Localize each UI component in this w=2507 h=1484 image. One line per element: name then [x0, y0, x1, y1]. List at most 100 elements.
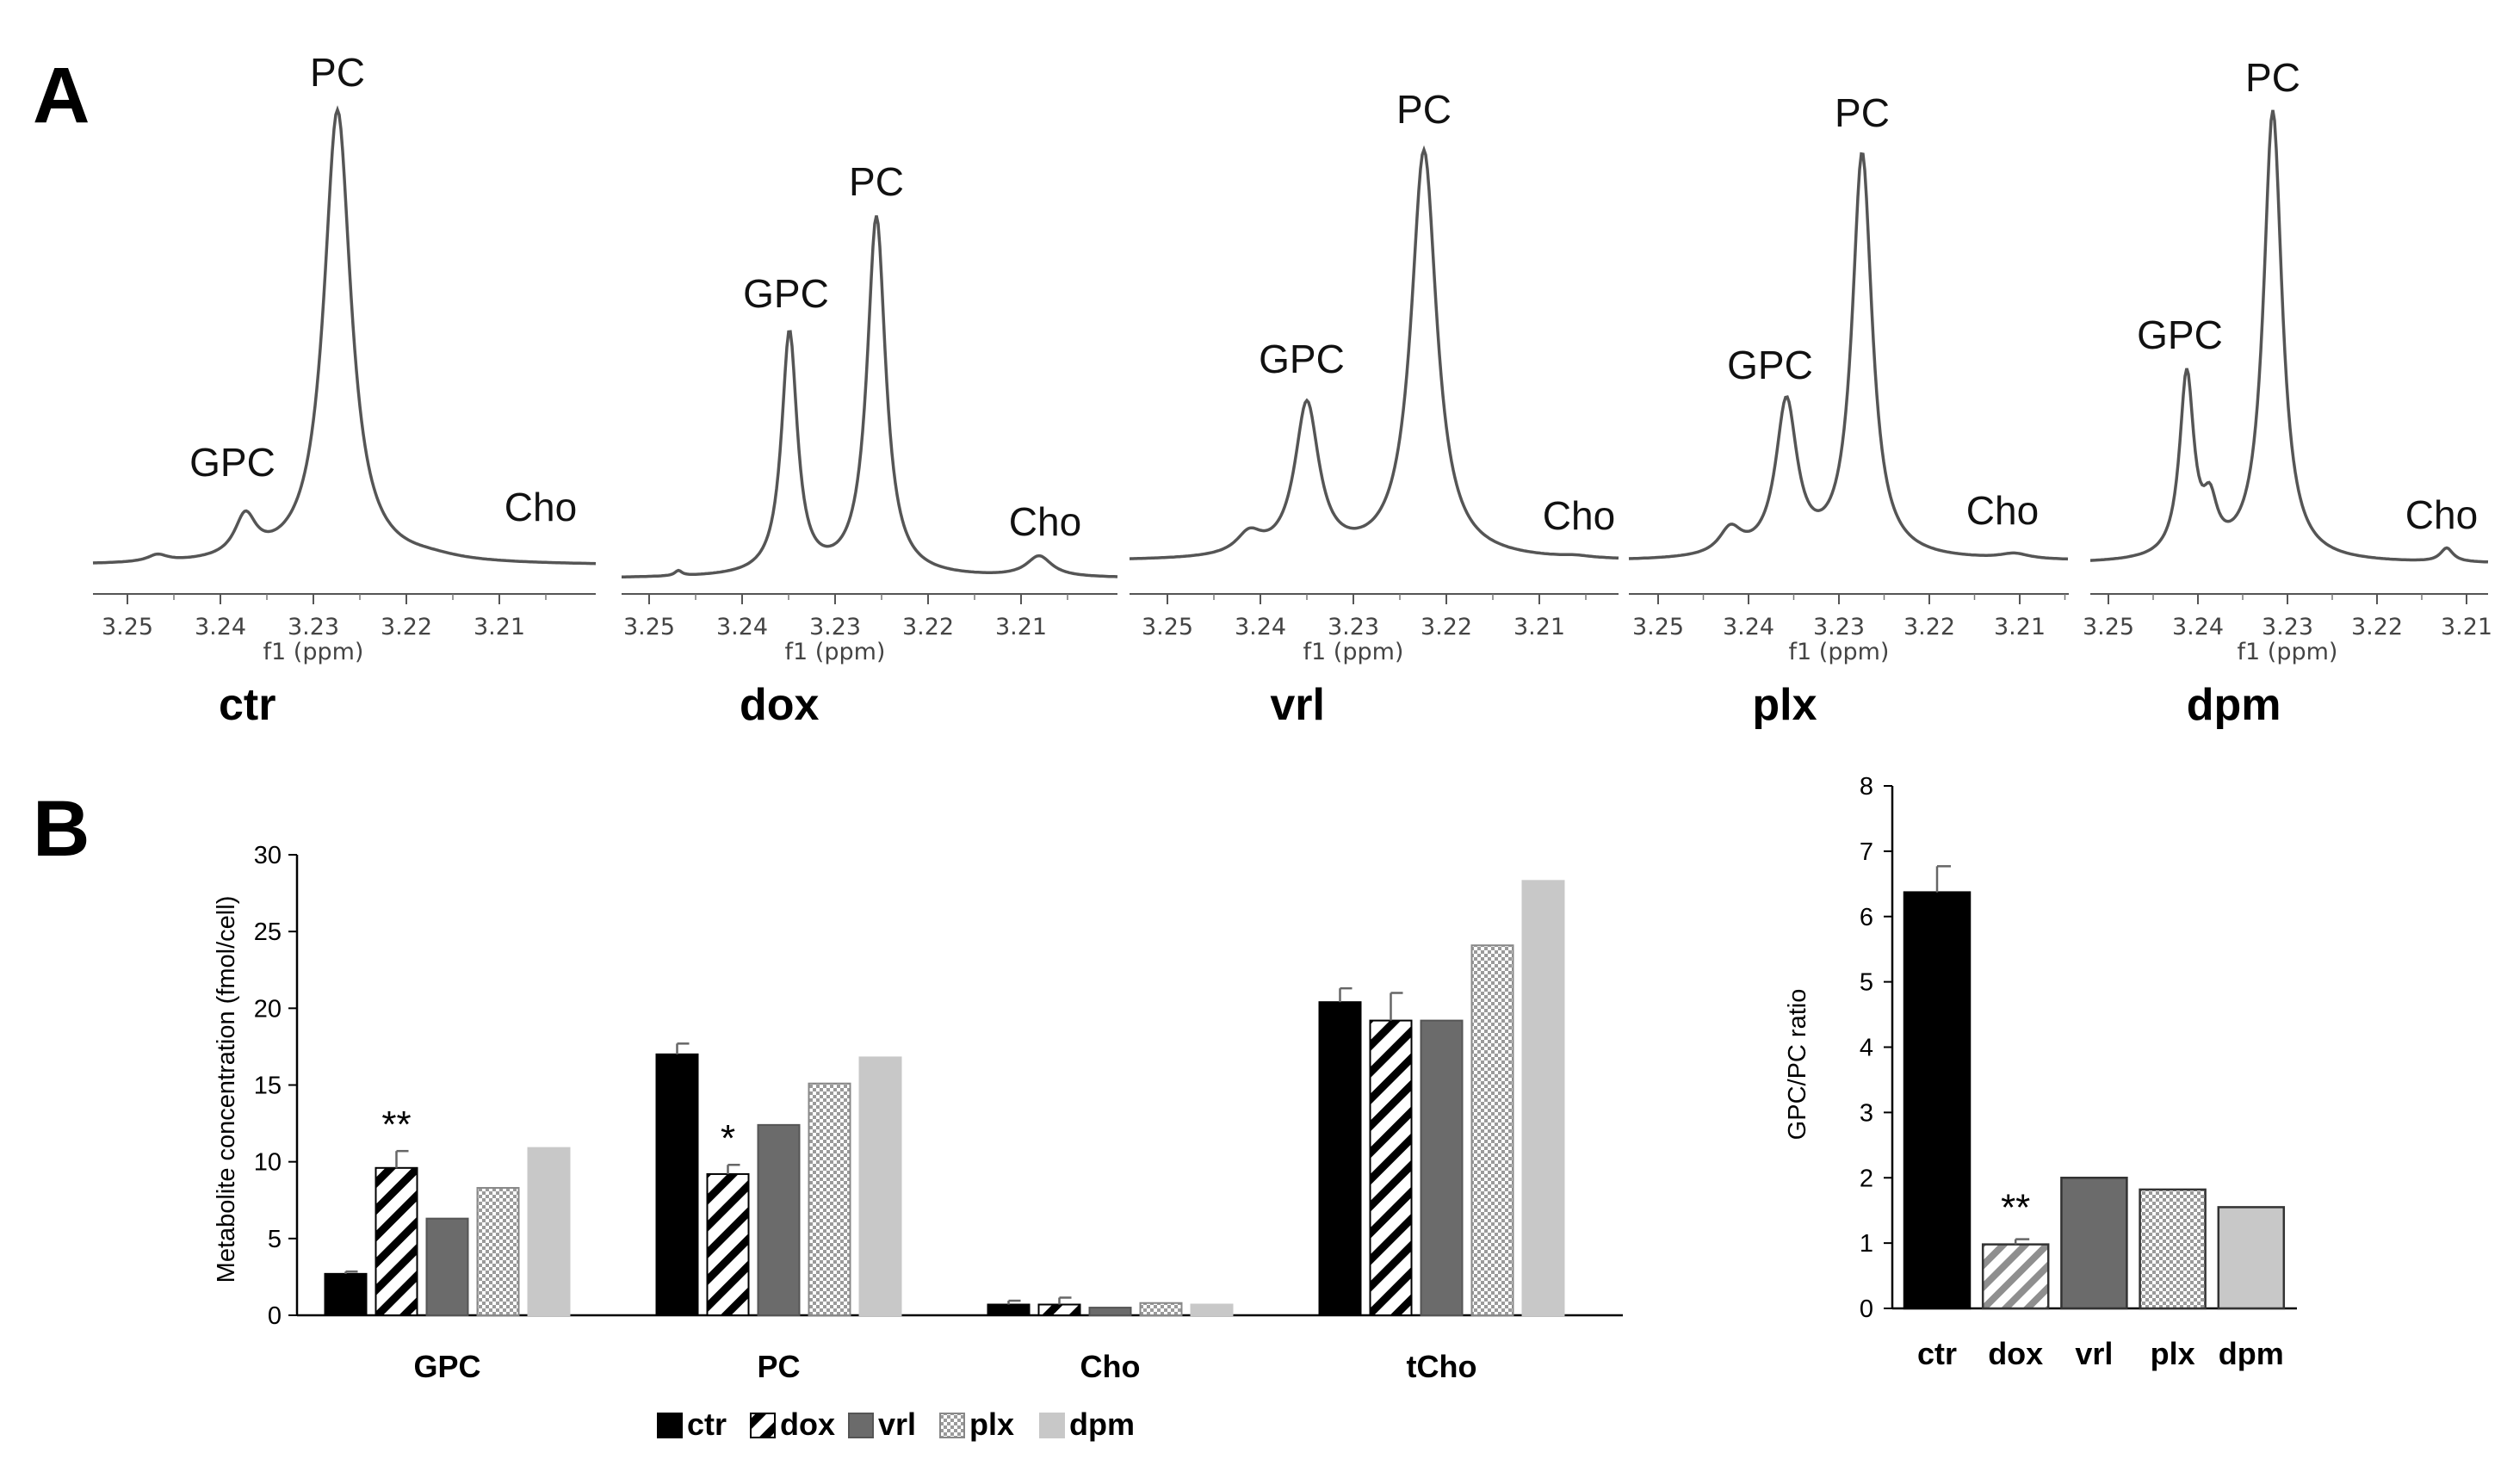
peak-label-gpc: GPC [189, 440, 275, 485]
condition-label-ctr: ctr [219, 680, 275, 730]
legend: ctr dox vrl plx dpm [657, 1407, 1135, 1442]
significance-marker: ** [2001, 1187, 2030, 1229]
y-tick-label: 5 [1860, 969, 1873, 997]
legend-label-dpm: dpm [1069, 1407, 1135, 1442]
legend-item-ctr: ctr [657, 1407, 727, 1442]
ppm-tick-label: 3.25 [1632, 614, 1684, 640]
spectrum-ctr: 3.25 3.24 3.23 3.22 3.21 f1 (ppm) ctr GPC PC Cho [92, 50, 597, 730]
category-label-vrl: vrl [2075, 1336, 2113, 1371]
bar-tcho-vrl [1420, 1019, 1464, 1316]
y-tick-label: 2 [1860, 1165, 1873, 1192]
y-tick-label: 15 [254, 1073, 282, 1100]
y-tick-label: 7 [1860, 838, 1873, 866]
y-tick-label: 25 [254, 918, 282, 946]
y-tick-label: 3 [1860, 1099, 1873, 1127]
ppm-axis-title: f1 (ppm) [263, 639, 364, 665]
ppm-tick-label: 3.21 [474, 614, 525, 640]
y-tick-label: 30 [254, 842, 282, 869]
y-tick-label: 5 [268, 1226, 282, 1253]
y-tick-label: 6 [1860, 904, 1873, 931]
peak-label-cho: Cho [1966, 488, 2039, 533]
y-tick-label: 20 [254, 995, 282, 1023]
bar-ratio-plx [2139, 1188, 2207, 1310]
ppm-tick-label: 3.22 [381, 614, 432, 640]
spectrum-dpm: 3.25 3.24 3.23 3.22 3.21 f1 (ppm) dpm GPC PC Cho [2083, 55, 2492, 730]
category-label-gpc: GPC [413, 1349, 480, 1384]
ppm-axis-title: f1 (ppm) [785, 639, 886, 665]
bar-cho-dpm [1190, 1303, 1234, 1317]
spectrum-line [92, 105, 597, 566]
peak-label-gpc: GPC [1259, 337, 1345, 381]
y-axis-title: GPC/PC ratio [1784, 989, 1811, 1141]
panel-label-a: A [33, 52, 90, 139]
peak-label-gpc: GPC [743, 271, 829, 316]
bar-gpc-ctr [324, 1272, 368, 1316]
bar-tcho-ctr [1318, 1001, 1362, 1316]
legend-item-vrl: vrl [848, 1407, 916, 1442]
bar-cho-dox [1037, 1303, 1081, 1317]
spectrum-line [1129, 145, 1619, 560]
ppm-tick-label: 3.22 [902, 614, 954, 640]
ppm-tick-label: 3.24 [195, 614, 246, 640]
ppm-tick-label: 3.21 [995, 614, 1047, 640]
ppm-tick-label: 3.25 [623, 614, 675, 640]
bar-tcho-plx [1470, 944, 1514, 1316]
category-label-plx: plx [2151, 1336, 2195, 1371]
bar-ratio-ctr [1903, 891, 1972, 1310]
ppm-tick-label: 3.25 [102, 614, 153, 640]
legend-swatch-vrl [848, 1413, 874, 1438]
bar-gpc-plx [476, 1186, 520, 1316]
category-label-cho: Cho [1080, 1349, 1141, 1384]
legend-label-dox: dox [780, 1407, 835, 1442]
condition-label-plx: plx [1752, 680, 1817, 730]
bar-gpc-dox [375, 1166, 418, 1317]
panel-label-b: B [33, 785, 90, 873]
ppm-tick-label: 3.24 [1723, 614, 1774, 640]
spectrum-vrl: 3.25 3.24 3.23 3.22 3.21 f1 (ppm) vrl GPC PC Cho [1129, 87, 1619, 730]
gpc-pc-ratio-chart: 0 1 2 3 4 5 6 7 8 GPC/PC ratio ctr dox vrl plx dpm ** [1784, 773, 2297, 1371]
ppm-tick-label: 3.21 [2441, 614, 2492, 640]
legend-item-plx: plx [939, 1407, 1014, 1442]
ppm-tick-label: 3.21 [1994, 614, 2046, 640]
y-tick-label: 1 [1860, 1230, 1873, 1258]
bar-gpc-vrl [425, 1217, 469, 1317]
ppm-axis-title: f1 (ppm) [2238, 639, 2338, 665]
bar-gpc-dpm [527, 1147, 571, 1317]
bar-cho-ctr [987, 1303, 1031, 1317]
ppm-tick-label: 3.25 [1142, 614, 1193, 640]
ppm-tick-label: 3.23 [809, 614, 861, 640]
peak-label-gpc: GPC [2137, 312, 2223, 357]
spectrum-dox: 3.25 3.24 3.23 3.22 3.21 f1 (ppm) dox GPC PC Cho [622, 159, 1118, 730]
legend-item-dpm: dpm [1039, 1407, 1135, 1442]
category-label-ctr: ctr [1917, 1336, 1957, 1371]
spectrum-plx: 3.25 3.24 3.23 3.22 3.21 f1 (ppm) plx GPC PC Cho [1628, 90, 2069, 730]
y-tick-label: 8 [1860, 773, 1873, 801]
peak-label-pc: PC [1835, 90, 1890, 135]
ppm-tick-label: 3.23 [1328, 614, 1379, 640]
y-tick-label: 10 [254, 1149, 282, 1177]
ppm-tick-label: 3.23 [1813, 614, 1865, 640]
significance-marker: * [721, 1117, 735, 1159]
bar-pc-vrl [757, 1123, 801, 1317]
bar-tcho-dox [1369, 1019, 1413, 1316]
condition-label-dpm: dpm [2187, 680, 2281, 730]
legend-swatch-ctr [657, 1413, 683, 1438]
ppm-tick-label: 3.22 [2351, 614, 2403, 640]
peak-label-cho: Cho [504, 485, 577, 529]
y-tick-label: 0 [1860, 1295, 1873, 1323]
legend-swatch-dox [750, 1413, 776, 1438]
legend-label-plx: plx [969, 1407, 1014, 1442]
ppm-tick-label: 3.22 [1421, 614, 1472, 640]
spectrum-line [1628, 151, 2069, 561]
ppm-tick-label: 3.24 [2172, 614, 2224, 640]
ppm-tick-label: 3.25 [2083, 614, 2134, 640]
peak-label-pc: PC [849, 159, 904, 204]
peak-label-cho: Cho [1543, 493, 1615, 538]
category-label-tcho: tCho [1407, 1349, 1477, 1384]
legend-swatch-dpm [1039, 1413, 1065, 1438]
peak-label-pc: PC [310, 50, 365, 95]
bar-pc-dpm [858, 1056, 902, 1317]
spectrum-line [622, 215, 1118, 578]
bar-ratio-dox [1981, 1243, 2050, 1310]
